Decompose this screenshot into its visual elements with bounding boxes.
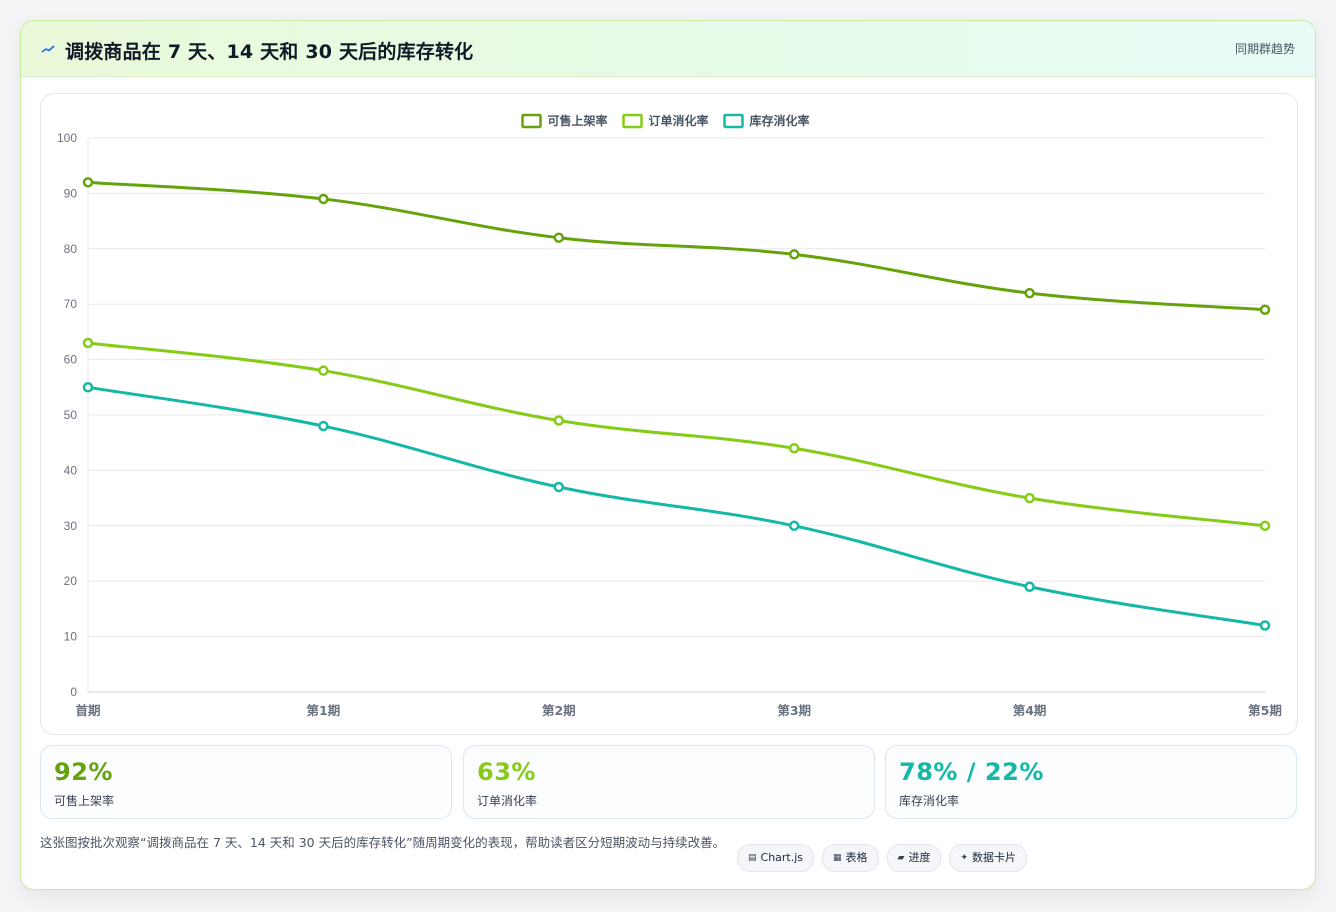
kpi-card-inventory-rate: 78% / 22% 库存消化率 <box>885 745 1297 819</box>
legend-label: 可售上架率 <box>548 113 608 128</box>
y-tick-label: 0 <box>70 685 77 699</box>
data-point <box>1024 287 1035 299</box>
tag-progress[interactable]: ▰ 进度 <box>886 844 942 872</box>
x-tick-label: 第1期 <box>307 703 341 718</box>
tag-label: Chart.js <box>760 851 804 864</box>
data-point <box>788 249 800 260</box>
x-tick-label: 第3期 <box>777 703 811 718</box>
data-point <box>318 420 329 432</box>
y-tick-label: 100 <box>57 131 77 145</box>
data-point <box>788 442 800 454</box>
data-point <box>318 193 329 205</box>
y-tick-label: 40 <box>64 463 78 477</box>
data-point <box>82 382 94 393</box>
y-tick-label: 70 <box>64 297 78 311</box>
data-point <box>1259 620 1271 631</box>
sparkle-icon: ✦ <box>960 853 969 863</box>
data-point <box>553 415 565 426</box>
data-point <box>1024 492 1035 504</box>
series-line <box>87 385 1266 628</box>
y-tick-label: 20 <box>64 574 78 588</box>
card-header: 调拨商品在 7 天、14 天和 30 天后的库存转化 同期群趋势 <box>21 21 1315 77</box>
kpi-label: 可售上架率 <box>54 794 115 808</box>
data-point <box>553 481 565 493</box>
chart-panel: 0 10 20 30 40 50 60 70 80 90 100 首期 第1期 第2期 第3期 第4期 第5期 可… <box>40 93 1298 735</box>
legend-swatch <box>521 113 542 129</box>
chart-description: 这张图按批次观察“调拨商品在 7 天、14 天和 30 天后的库存转化”随周期变… <box>40 835 726 850</box>
x-tick-label: 第4期 <box>1013 703 1047 718</box>
data-point <box>318 365 329 376</box>
chart-card: 调拨商品在 7 天、14 天和 30 天后的库存转化 同期群趋势 0 10 20 30… <box>20 20 1316 890</box>
progress-icon: ▰ <box>897 853 905 863</box>
series-line <box>87 180 1266 312</box>
tag-list: ▤ Chart.js ▦ 表格 ▰ 进度 ✦ 数据卡片 <box>737 844 1028 872</box>
data-point <box>1259 520 1271 532</box>
data-point <box>1024 581 1035 592</box>
data-point <box>788 520 800 532</box>
x-tick-label: 第2期 <box>542 703 576 718</box>
kpi-card-listing-rate: 92% 可售上架率 <box>40 745 452 819</box>
tag-label: 数据卡片 <box>972 851 1017 864</box>
data-point <box>82 177 94 188</box>
y-tick-label: 90 <box>64 186 78 200</box>
kpi-label: 订单消化率 <box>477 794 538 808</box>
table-icon: ▦ <box>833 853 842 863</box>
legend-label: 订单消化率 <box>649 113 709 128</box>
kpi-value: 92% <box>54 758 113 786</box>
tag-table[interactable]: ▦ 表格 <box>822 844 879 872</box>
y-tick-label: 10 <box>64 630 78 644</box>
y-tick-label: 50 <box>64 408 78 422</box>
legend-label: 库存消化率 <box>750 113 810 128</box>
x-tick-label: 首期 <box>75 703 100 718</box>
y-tick-label: 80 <box>64 242 78 256</box>
tag-data-card[interactable]: ✦ 数据卡片 <box>949 844 1028 872</box>
legend-swatch <box>622 113 643 129</box>
kpi-card-order-rate: 63% 订单消化率 <box>463 745 875 819</box>
tag-label: 表格 <box>845 851 868 864</box>
tag-label: 进度 <box>908 851 931 864</box>
data-point <box>1259 304 1271 315</box>
chart-icon: ▤ <box>748 853 757 863</box>
page-title: 调拨商品在 7 天、14 天和 30 天后的库存转化 <box>65 41 474 63</box>
y-tick-label: 60 <box>64 353 78 367</box>
kpi-row: 92% 可售上架率 63% 订单消化率 78% / 22% 库存消化率 <box>40 745 1298 819</box>
data-point <box>553 232 565 243</box>
kpi-value: 78% / 22% <box>899 758 1044 786</box>
data-point <box>82 337 94 349</box>
series-line <box>87 341 1266 528</box>
y-tick-label: 30 <box>64 519 78 533</box>
line-chart: 0 10 20 30 40 50 60 70 80 90 100 首期 第1期 第2期 第3期 第4期 第5期 可… <box>57 113 1282 718</box>
x-tick-label: 第5期 <box>1248 703 1282 718</box>
legend-swatch <box>723 113 744 129</box>
trend-line-icon <box>41 43 55 58</box>
kpi-value: 63% <box>477 758 536 786</box>
tag-chartjs[interactable]: ▤ Chart.js <box>737 844 815 872</box>
kpi-label: 库存消化率 <box>899 794 960 808</box>
cohort-trend-link[interactable]: 同期群趋势 <box>1234 42 1295 56</box>
